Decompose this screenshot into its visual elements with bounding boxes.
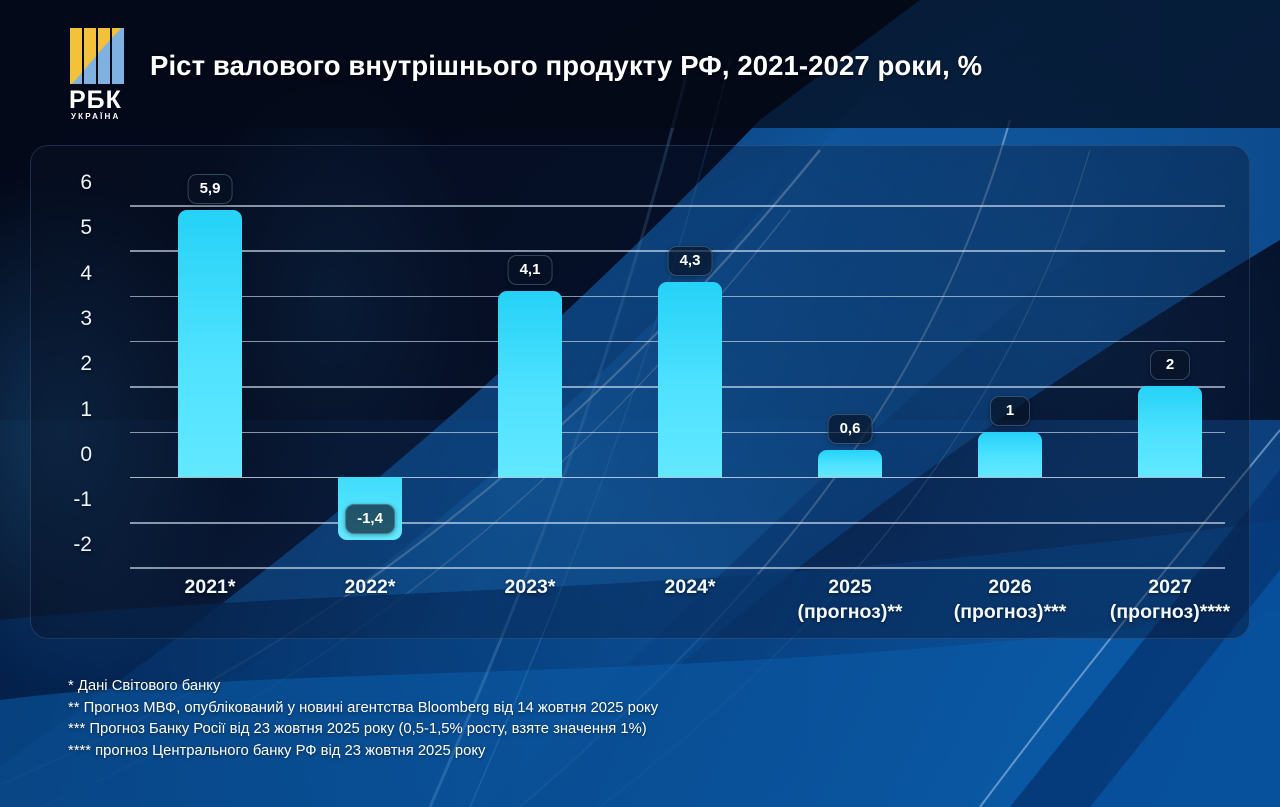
- bar[interactable]: [1138, 386, 1202, 477]
- footnote-line: * Дані Світового банку: [68, 678, 221, 694]
- x-axis-label-forecast: (прогноз)****: [1109, 601, 1231, 623]
- y-axis-tick-label: 1: [80, 397, 92, 421]
- x-axis-tick-label: 2026 (прогноз)***: [954, 575, 1067, 625]
- x-axis-label-year: 2027: [1148, 576, 1192, 598]
- x-axis-tick-label: 2023*: [505, 575, 556, 600]
- x-axis-label-year: 2025: [828, 576, 872, 598]
- bar-chart: 6 5 4 3 2 1 0 -1 -2 5,9 2021* -1,4 2022* 4,1 2023* 4,3…: [30, 145, 1250, 639]
- bar[interactable]: [498, 291, 562, 477]
- x-axis-tick-label: 2025 (прогноз)**: [797, 575, 902, 625]
- bars-group: 5,9 2021* -1,4 2022* 4,1 2023* 4,3 2024* 0,6 2025…: [130, 145, 1250, 639]
- header: РБК УКРАЇНА Ріст валового внутрішнього п…: [0, 0, 1280, 132]
- bar[interactable]: [178, 209, 242, 477]
- bar[interactable]: [658, 282, 722, 477]
- bar-value-label: 5,9: [187, 173, 233, 204]
- footnote-line: ** Прогноз МВФ, опублікований у новині а…: [68, 699, 659, 716]
- bar-column[interactable]: -1,4 2022*: [290, 145, 450, 639]
- gridline: [130, 567, 1225, 569]
- bar-column[interactable]: 4,1 2023*: [450, 145, 610, 639]
- rbk-ukraine-logo-icon: РБК УКРАЇНА: [68, 26, 126, 122]
- y-axis-tick-label: 5: [80, 216, 92, 240]
- y-axis-tick-label: 0: [80, 442, 92, 466]
- x-axis-tick-label: 2024*: [665, 575, 716, 600]
- y-axis-tick-label: 3: [80, 306, 92, 330]
- bar-value-label: 4,1: [507, 255, 553, 286]
- bar-value-label: 2: [1150, 350, 1190, 381]
- y-axis-tick-label: -1: [73, 488, 92, 512]
- y-axis-tick-label: -2: [73, 533, 92, 557]
- x-axis-tick-label: 2027 (прогноз)****: [1110, 575, 1230, 625]
- bar-value-label: 4,3: [667, 246, 713, 276]
- footnote-line: *** Прогноз Банку Росії від 23 жовтня 20…: [68, 721, 647, 737]
- bar-column[interactable]: 5,9 2021*: [130, 145, 290, 639]
- x-axis-label-year: 2022*: [344, 576, 396, 598]
- bar-value-label: 1: [990, 395, 1030, 426]
- x-axis-label-year: 2021*: [184, 576, 236, 598]
- x-axis-tick-label: 2021*: [185, 575, 236, 600]
- gridline: [130, 522, 1225, 524]
- svg-text:РБК: РБК: [69, 86, 122, 114]
- bar-column[interactable]: 0,6 2025 (прогноз)**: [770, 145, 930, 639]
- bar-value-label: 0,6: [827, 413, 873, 444]
- x-axis-tick-label: 2022*: [345, 575, 396, 600]
- svg-text:УКРАЇНА: УКРАЇНА: [71, 112, 120, 121]
- bar-column[interactable]: 1 2026 (прогноз)***: [930, 145, 1090, 639]
- footnotes: * Дані Світового банку ** Прогноз МВФ, оп…: [68, 676, 658, 762]
- x-axis-label-forecast: (прогноз)**: [797, 601, 903, 623]
- x-axis-label-year: 2026: [988, 576, 1032, 598]
- gridline: [130, 205, 1225, 207]
- logo-mark: РБК УКРАЇНА: [69, 28, 124, 121]
- page-title: Ріст валового внутрішнього продукту РФ, …: [150, 50, 983, 81]
- bar-column[interactable]: 4,3 2024*: [610, 145, 770, 639]
- gridline: [130, 476, 1225, 479]
- y-axis-tick-label: 6: [80, 171, 92, 194]
- x-axis-label-year: 2024*: [664, 576, 716, 598]
- footnote-line: **** прогноз Центрального банку РФ від 2…: [68, 742, 486, 759]
- y-axis-tick-label: 4: [80, 261, 92, 285]
- x-axis-label-year: 2023*: [504, 576, 556, 598]
- bar[interactable]: [818, 449, 882, 477]
- y-axis-tick-label: 2: [80, 352, 92, 376]
- bar-value-label: -1,4: [345, 504, 395, 535]
- bar-column[interactable]: 2 2027 (прогноз)****: [1090, 145, 1250, 639]
- x-axis-label-forecast: (прогноз)***: [953, 601, 1067, 623]
- bar[interactable]: [978, 431, 1042, 477]
